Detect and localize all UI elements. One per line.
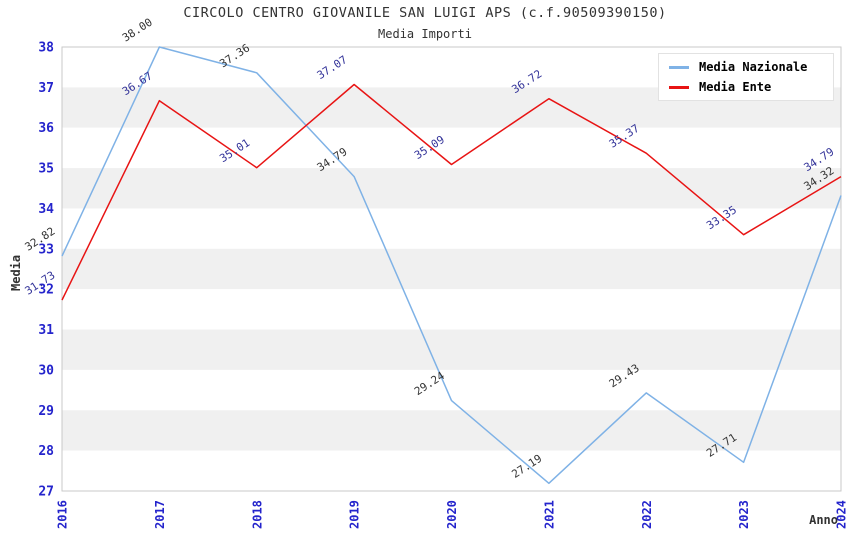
chart-legend: Media Nazionale Media Ente <box>658 53 834 101</box>
chart-subtitle: Media Importi <box>378 27 472 41</box>
x-tick-label: 2018 <box>250 500 264 529</box>
series-line-media-nazionale <box>61 46 842 485</box>
grid-band <box>62 329 841 370</box>
legend-item-media-nazionale: Media Nazionale <box>669 59 833 75</box>
x-tick-label: 2022 <box>640 500 654 529</box>
x-tick-label: 2016 <box>56 500 70 529</box>
x-tick-label: 2023 <box>737 500 751 529</box>
y-tick-label: 27 <box>38 485 54 500</box>
y-tick-label: 36 <box>38 121 54 136</box>
y-tick-label: 38 <box>38 41 54 56</box>
grid-band <box>62 248 841 290</box>
y-tick-label: 28 <box>38 444 54 459</box>
y-tick-label: 29 <box>38 404 54 419</box>
x-tick-label: 2024 <box>835 500 849 529</box>
y-tick-label: 35 <box>38 162 54 177</box>
legend-item-media-ente: Media Ente <box>669 79 833 95</box>
grid-band <box>62 410 841 451</box>
y-tick-label: 34 <box>38 202 54 217</box>
x-tick-label: 2019 <box>348 500 362 529</box>
legend-line-icon-ente <box>669 85 689 89</box>
plot-border <box>61 46 842 492</box>
legend-label: Media Ente <box>699 80 772 94</box>
x-axis-title: Anno <box>809 513 838 527</box>
x-tick-label: 2020 <box>445 500 459 529</box>
grid-band <box>62 289 841 330</box>
x-tick-label: 2021 <box>542 500 556 529</box>
y-tick-label: 37 <box>38 81 54 96</box>
y-tick-label: 30 <box>38 363 54 378</box>
grid-band <box>62 168 841 209</box>
y-axis-title: Media <box>9 255 23 291</box>
y-tick-label: 33 <box>38 242 54 257</box>
grid-band <box>62 208 841 249</box>
legend-line-icon-nazionale <box>669 65 689 69</box>
grid-band <box>62 127 841 169</box>
grid-band <box>62 450 841 491</box>
chart-title: CIRCOLO CENTRO GIOVANILE SAN LUIGI APS (… <box>183 5 667 21</box>
y-tick-label: 31 <box>38 323 54 338</box>
legend-label: Media Nazionale <box>699 60 808 74</box>
series-line-media-ente <box>61 83 842 301</box>
grid-band <box>62 369 841 411</box>
x-tick-label: 2017 <box>153 500 167 529</box>
y-tick-label: 32 <box>38 283 54 298</box>
